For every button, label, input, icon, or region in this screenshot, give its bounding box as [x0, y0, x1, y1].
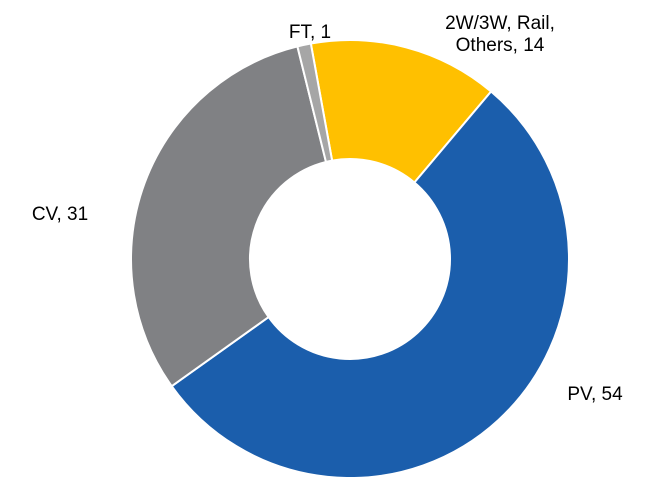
- data-label: PV, 54: [567, 384, 623, 405]
- data-label: 2W/3W, Rail,: [445, 13, 555, 34]
- data-label: CV, 31: [32, 204, 88, 225]
- donut-slice: [170, 90, 570, 477]
- donut-slice: [309, 39, 493, 184]
- data-label: Others, 14: [456, 35, 545, 56]
- donut-slice: [130, 45, 328, 388]
- donut-slice: [296, 42, 334, 164]
- data-label: FT, 1: [289, 22, 331, 43]
